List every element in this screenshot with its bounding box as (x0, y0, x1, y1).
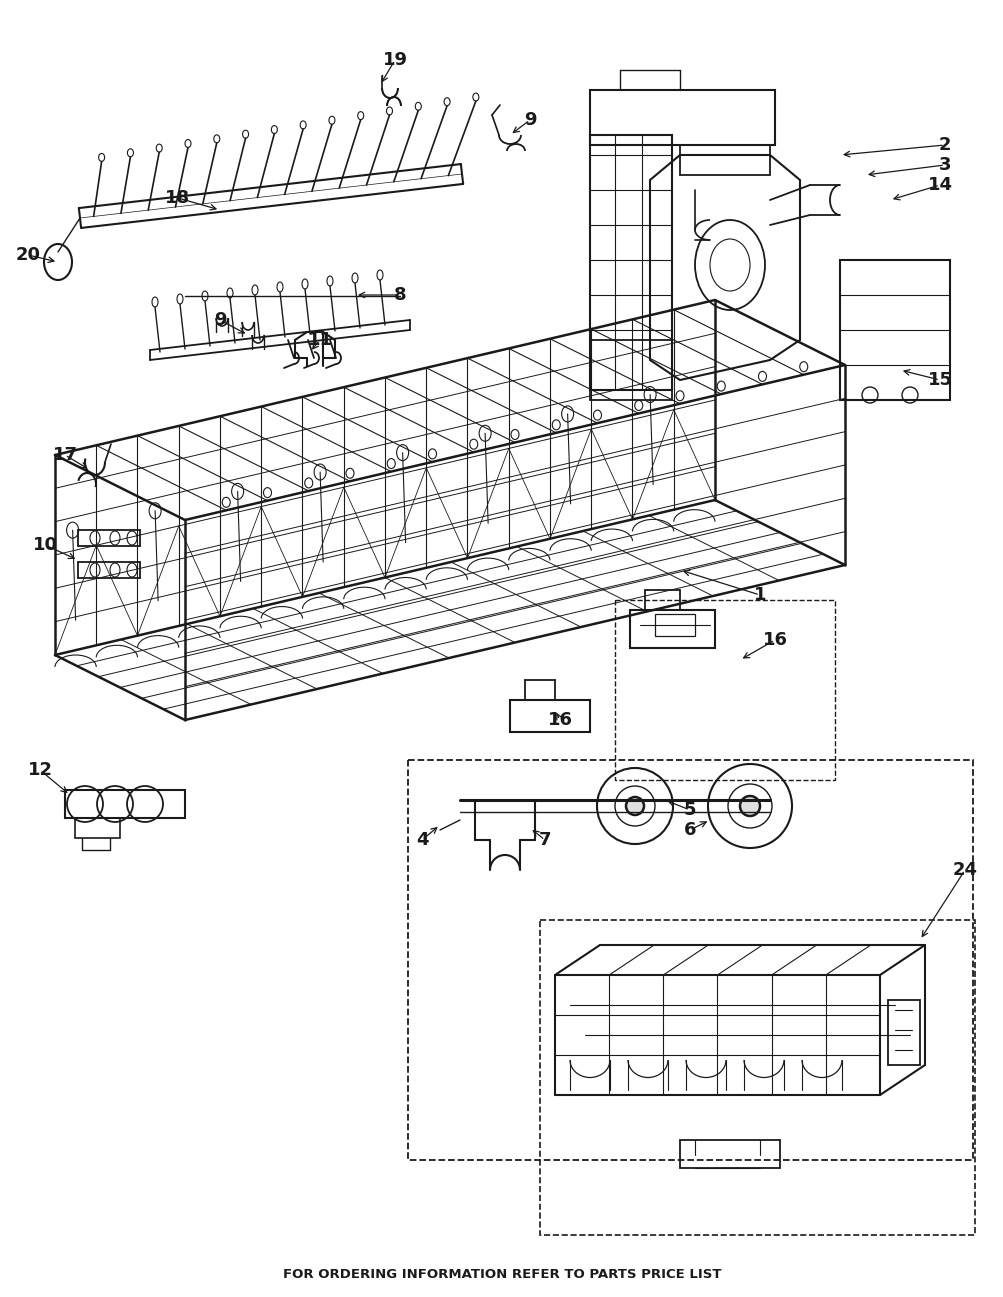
Bar (75, 818, 120, 838)
Text: 9: 9 (214, 311, 226, 329)
Bar (887, 1000, 919, 1065)
Text: 10: 10 (32, 536, 57, 554)
Ellipse shape (739, 796, 759, 816)
Text: 3: 3 (938, 156, 950, 174)
Bar (679, 1140, 779, 1169)
Bar (407, 760, 972, 1160)
Text: 15: 15 (927, 371, 952, 389)
Text: FOR ORDERING INFORMATION REFER TO PARTS PRICE LIST: FOR ORDERING INFORMATION REFER TO PARTS … (283, 1268, 720, 1281)
Text: 14: 14 (927, 176, 952, 195)
Text: 16: 16 (547, 711, 572, 729)
Text: 11: 11 (307, 331, 332, 349)
Bar (615, 601, 834, 779)
Bar (654, 613, 694, 636)
Text: 12: 12 (27, 761, 52, 779)
Text: 8: 8 (393, 287, 406, 303)
Bar (590, 135, 671, 390)
Text: 16: 16 (761, 632, 786, 648)
Bar (510, 700, 590, 732)
Bar (840, 259, 949, 399)
Bar (679, 145, 769, 175)
Text: 7: 7 (539, 831, 551, 850)
Text: 18: 18 (165, 189, 191, 208)
Text: 20: 20 (15, 246, 40, 265)
Ellipse shape (626, 796, 643, 815)
Text: 9: 9 (524, 112, 536, 128)
Bar (590, 89, 774, 145)
Text: 6: 6 (683, 821, 695, 839)
Bar (590, 340, 671, 399)
Bar (65, 790, 185, 818)
Text: 1: 1 (753, 586, 765, 604)
Text: 17: 17 (52, 446, 77, 464)
Text: 2: 2 (938, 136, 950, 154)
Bar (629, 610, 714, 648)
Bar (540, 920, 974, 1235)
Text: 24: 24 (952, 861, 977, 879)
Text: 19: 19 (382, 51, 407, 69)
Text: 4: 4 (415, 831, 428, 850)
Text: 5: 5 (683, 802, 695, 818)
